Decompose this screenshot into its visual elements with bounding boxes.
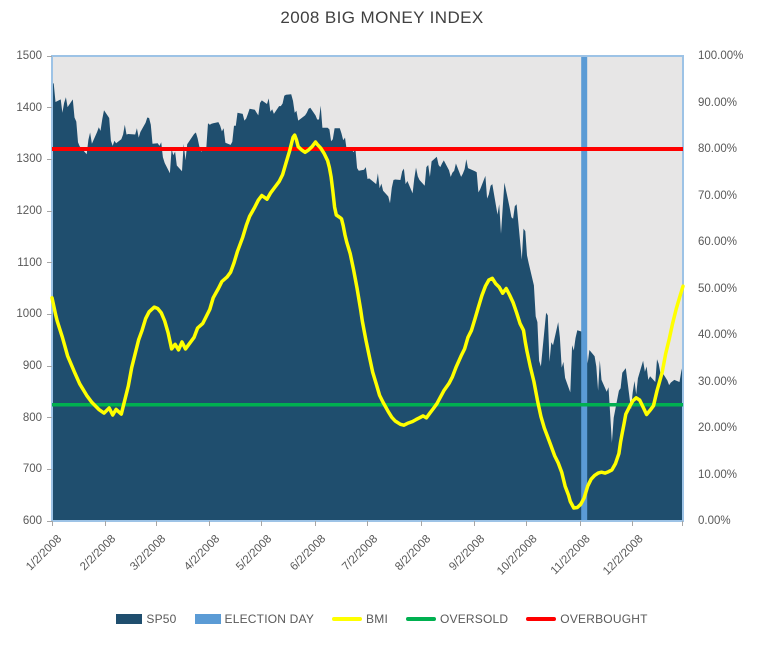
x-axis-tick (526, 521, 528, 526)
plot-area (50, 55, 685, 522)
sp500-area-series (52, 83, 683, 522)
x-axis-label: 2/2/2008 (78, 533, 119, 574)
x-axis-label: 6/2/2008 (287, 533, 328, 574)
x-axis-tick (420, 521, 422, 526)
x-axis-tick (51, 521, 53, 526)
y-axis-right-label: 70.00% (698, 189, 738, 202)
legend-item-sp50: SP50 (116, 612, 176, 626)
x-axis-tick (261, 521, 263, 526)
y-axis-tick (47, 417, 52, 419)
bmi-line-series (50, 133, 685, 510)
y-axis-right-label: 0.00% (698, 515, 731, 527)
x-axis-tick (474, 521, 476, 526)
y-axis-right-label: 30.00% (698, 375, 738, 388)
chart-title: 2008 BIG MONEY INDEX (280, 8, 484, 27)
y-axis-right-label: 90.00% (698, 96, 738, 109)
x-axis-label: 4/2/2008 (182, 533, 223, 574)
y-axis-tick (47, 55, 52, 57)
y-axis-tick (47, 313, 52, 315)
y-axis-right-label: 20.00% (698, 422, 738, 434)
y-axis-tick (47, 262, 52, 264)
legend-swatch (116, 614, 143, 624)
y-axis-tick (47, 158, 52, 160)
y-axis-left-label: 1400 (16, 101, 42, 114)
x-axis-label: 5/2/2008 (234, 533, 275, 574)
y-axis-left-label: 1300 (16, 153, 42, 166)
x-axis-tick (580, 521, 582, 526)
x-axis-label: 9/2/2008 (447, 533, 488, 574)
y-axis-tick (47, 468, 52, 470)
legend-label: ELECTION DAY (224, 612, 315, 626)
y-axis-left-label: 1000 (16, 308, 42, 321)
y-axis-right-label: 100.00% (698, 50, 744, 62)
x-axis-label: 12/2/2008 (600, 533, 646, 578)
y-axis-tick (47, 210, 52, 212)
x-axis-label: 11/2/2008 (549, 533, 594, 578)
x-axis-label: 8/2/2008 (393, 533, 434, 574)
legend-label: OVERSOLD (439, 612, 509, 626)
x-axis-tick (314, 521, 316, 526)
legend-item-overbought: OVERBOUGHT (526, 612, 647, 626)
election-day-line (581, 56, 588, 521)
y-axis-right-label: 40.00% (698, 329, 738, 341)
x-axis-tick (155, 521, 157, 526)
y-axis-right-label: 10.00% (698, 468, 738, 481)
y-axis-left-label: 700 (22, 463, 42, 476)
x-axis-label: 10/2/2008 (494, 533, 540, 578)
y-axis-left-label: 600 (22, 515, 42, 527)
legend-label: SP50 (146, 612, 177, 626)
legend: SP50 ELECTION DAY BMI OVERSOLD OVERBOUGHT (0, 612, 764, 626)
legend-item-bmi: BMI (332, 612, 388, 626)
legend-swatch (194, 614, 221, 624)
x-axis-tick (367, 521, 368, 526)
y-axis-left-label: 800 (22, 411, 42, 424)
x-axis-label: 3/2/2008 (128, 533, 169, 574)
y-axis-left-label: 1500 (16, 50, 42, 62)
legend-swatch (405, 617, 436, 621)
legend-swatch (332, 617, 363, 621)
legend-label: OVERBOUGHT (560, 612, 648, 626)
legend-label: BMI (366, 612, 388, 626)
x-axis-label: 1/2/2008 (24, 533, 65, 574)
y-axis-right-label: 50.00% (698, 282, 738, 295)
legend-swatch (526, 617, 557, 621)
x-axis-tick (209, 521, 211, 526)
x-axis-label: 7/2/2008 (339, 533, 380, 574)
legend-item-election-day: ELECTION DAY (194, 612, 315, 626)
legend-item-oversold: OVERSOLD (405, 612, 509, 626)
y-axis-left-label: 900 (22, 360, 42, 372)
y-axis-right-label: 80.00% (698, 143, 738, 155)
y-axis-left-label: 1200 (16, 205, 42, 217)
y-axis-right-label: 60.00% (698, 236, 738, 248)
y-axis-tick (47, 520, 52, 522)
x-axis-tick (632, 521, 634, 526)
x-axis-tick (682, 521, 683, 526)
y-axis-left-label: 1100 (17, 256, 42, 269)
x-axis-tick (105, 521, 107, 526)
y-axis-tick (47, 107, 52, 109)
y-axis-tick (47, 365, 52, 367)
